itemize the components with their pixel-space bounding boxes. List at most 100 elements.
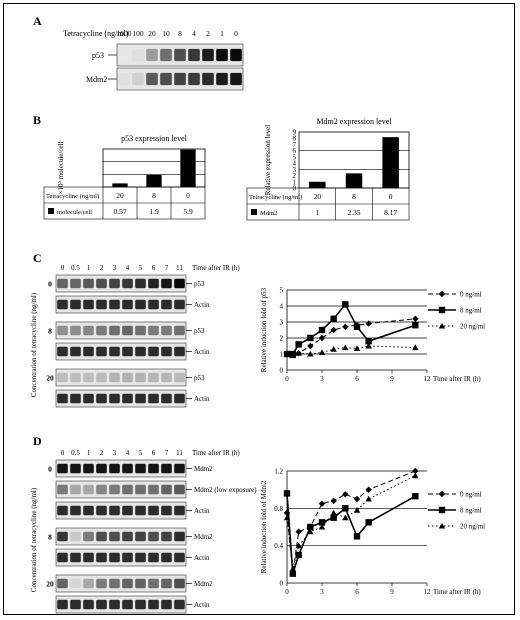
data-point <box>412 322 419 329</box>
panel-a-p53-blot-band <box>160 48 172 62</box>
blot-label: Actin <box>194 348 210 356</box>
panelC-blot-1-0-band <box>122 325 133 336</box>
time-label: Time after IR (h) <box>192 264 240 272</box>
panelC-blot-2-0-band <box>135 372 146 383</box>
panelD-blot-0-2-band <box>135 505 146 516</box>
panelC-blot-0-1-band <box>83 299 94 310</box>
panel-a-conc-label: 2 <box>206 29 210 38</box>
line-xtick: 9 <box>390 588 394 596</box>
lane-label: 5 <box>139 449 143 457</box>
panelC-blot-2-1-band <box>161 393 172 404</box>
panelD-blot-2-1-band <box>148 599 159 610</box>
legend-label: 8 ng/ml <box>460 507 482 515</box>
bar-ytick: 7 <box>293 141 297 149</box>
panelC-blot-0-1-band <box>70 299 81 310</box>
lane-label: 7 <box>165 449 169 457</box>
data-point <box>289 565 297 572</box>
bar-ytick: 1 <box>293 178 297 186</box>
panel-a-p53-blot-band <box>146 48 158 62</box>
line-xtick: 0 <box>285 375 289 383</box>
panelC-blot-2-0-band <box>57 372 68 383</box>
panelC-blot-1-1-band <box>57 346 68 357</box>
panelD-blot-0-0-band <box>83 463 94 474</box>
panelD-blot-0-1-band <box>109 484 120 495</box>
panelC-blot-2-0-band <box>109 372 120 383</box>
panelD-blot-2-1-band <box>83 599 94 610</box>
panelC-blot-2-1-band <box>109 393 120 404</box>
panelC-blot-1-1-band <box>109 346 120 357</box>
panel-a-mdm2-blot-band <box>132 72 144 86</box>
bar-title: p53 expression level <box>121 134 188 143</box>
bar-ytick: 2 <box>293 172 297 180</box>
panel-a-p53-blot-band <box>230 48 242 62</box>
panelC-blot-1-0-band <box>174 325 185 336</box>
line-ytick: 5 <box>280 287 284 295</box>
panelD-blot-1-0-band <box>161 531 172 542</box>
panelD-blot-1-0-band <box>135 531 146 542</box>
panel-a-blot-label-mdm2: Mdm2 <box>86 75 107 84</box>
conc-label: 0 <box>48 280 52 289</box>
data-point <box>330 514 337 521</box>
panelC-blot-1-1-band <box>174 346 185 357</box>
panelD-blot-2-0-band <box>96 578 107 589</box>
legend-label: 20 ng/ml <box>460 323 485 331</box>
panelC-blot-1-0-band <box>148 325 159 336</box>
panelC-blot-0-1-band <box>148 299 159 310</box>
panelD-blot-1-1-band <box>96 552 107 563</box>
panel-a-conc-label: 1000 <box>117 29 132 38</box>
panelD-blot-0-2-band <box>70 505 81 516</box>
panelD-blot-2-1-band <box>174 599 185 610</box>
panel-label-d: D <box>33 434 42 448</box>
panelC-blot-0-1-band <box>122 299 133 310</box>
data-point <box>342 323 349 330</box>
bar <box>146 174 162 187</box>
panelD-blot-2-1-band <box>70 599 81 610</box>
data-point <box>289 352 297 359</box>
panelD-blot-2-0-band <box>148 578 159 589</box>
panel-a-conc-label: 0 <box>234 29 238 38</box>
panel-label-b: B <box>33 113 41 127</box>
legend-marker <box>438 290 446 298</box>
data-point <box>330 326 337 334</box>
line-xlabel: Time after IR (h) <box>433 588 481 596</box>
data-point <box>295 528 302 535</box>
panelC-blot-0-0-band <box>109 278 120 289</box>
panelD-blot-0-1-band <box>174 484 185 495</box>
line-xtick: 0 <box>285 588 289 596</box>
panelC-blot-0-0-band <box>161 278 172 289</box>
data-point <box>330 509 337 516</box>
bar-value-label: 0.57 <box>113 207 126 216</box>
panelD-blot-0-2-band <box>174 505 185 516</box>
line-xtick: 3 <box>320 375 324 383</box>
panel-a-p53-blot-band <box>188 48 200 62</box>
data-point <box>365 338 372 345</box>
panelD-blot-1-1-band <box>57 552 68 563</box>
panel-a-mdm2-blot-band <box>230 72 242 86</box>
legend-marker <box>438 522 446 529</box>
data-point <box>353 345 361 351</box>
panelC-blot-1-1-band <box>135 346 146 357</box>
panel-label-a: A <box>33 14 42 28</box>
bar-value-label: 1 <box>315 208 319 217</box>
panelD-blot-0-2-band <box>161 505 172 516</box>
conc-label: 8 <box>48 327 52 336</box>
panelD-blot-1-0-band <box>174 531 185 542</box>
panelD-blot-2-0-band <box>70 578 81 589</box>
lane-label: 0.5 <box>71 264 80 272</box>
panelC-blot-2-0-band <box>174 372 185 383</box>
panelD-blot-0-1-band <box>161 484 172 495</box>
panelC-blot-2-1-band <box>96 393 107 404</box>
bar-category-label: 0 <box>186 191 190 200</box>
data-point <box>412 315 419 322</box>
blot-label: p53 <box>194 374 205 382</box>
line-xtick: 12 <box>424 375 432 383</box>
bar-ytick: 4 <box>293 160 297 168</box>
data-point <box>365 320 372 327</box>
line-ytick: 3 <box>280 319 284 327</box>
panelC-blot-0-1-band <box>135 299 146 310</box>
data-point <box>330 497 337 505</box>
panelC-blot-0-0-band <box>57 278 68 289</box>
panelD-blot-1-1-band <box>122 552 133 563</box>
bar <box>345 173 363 188</box>
